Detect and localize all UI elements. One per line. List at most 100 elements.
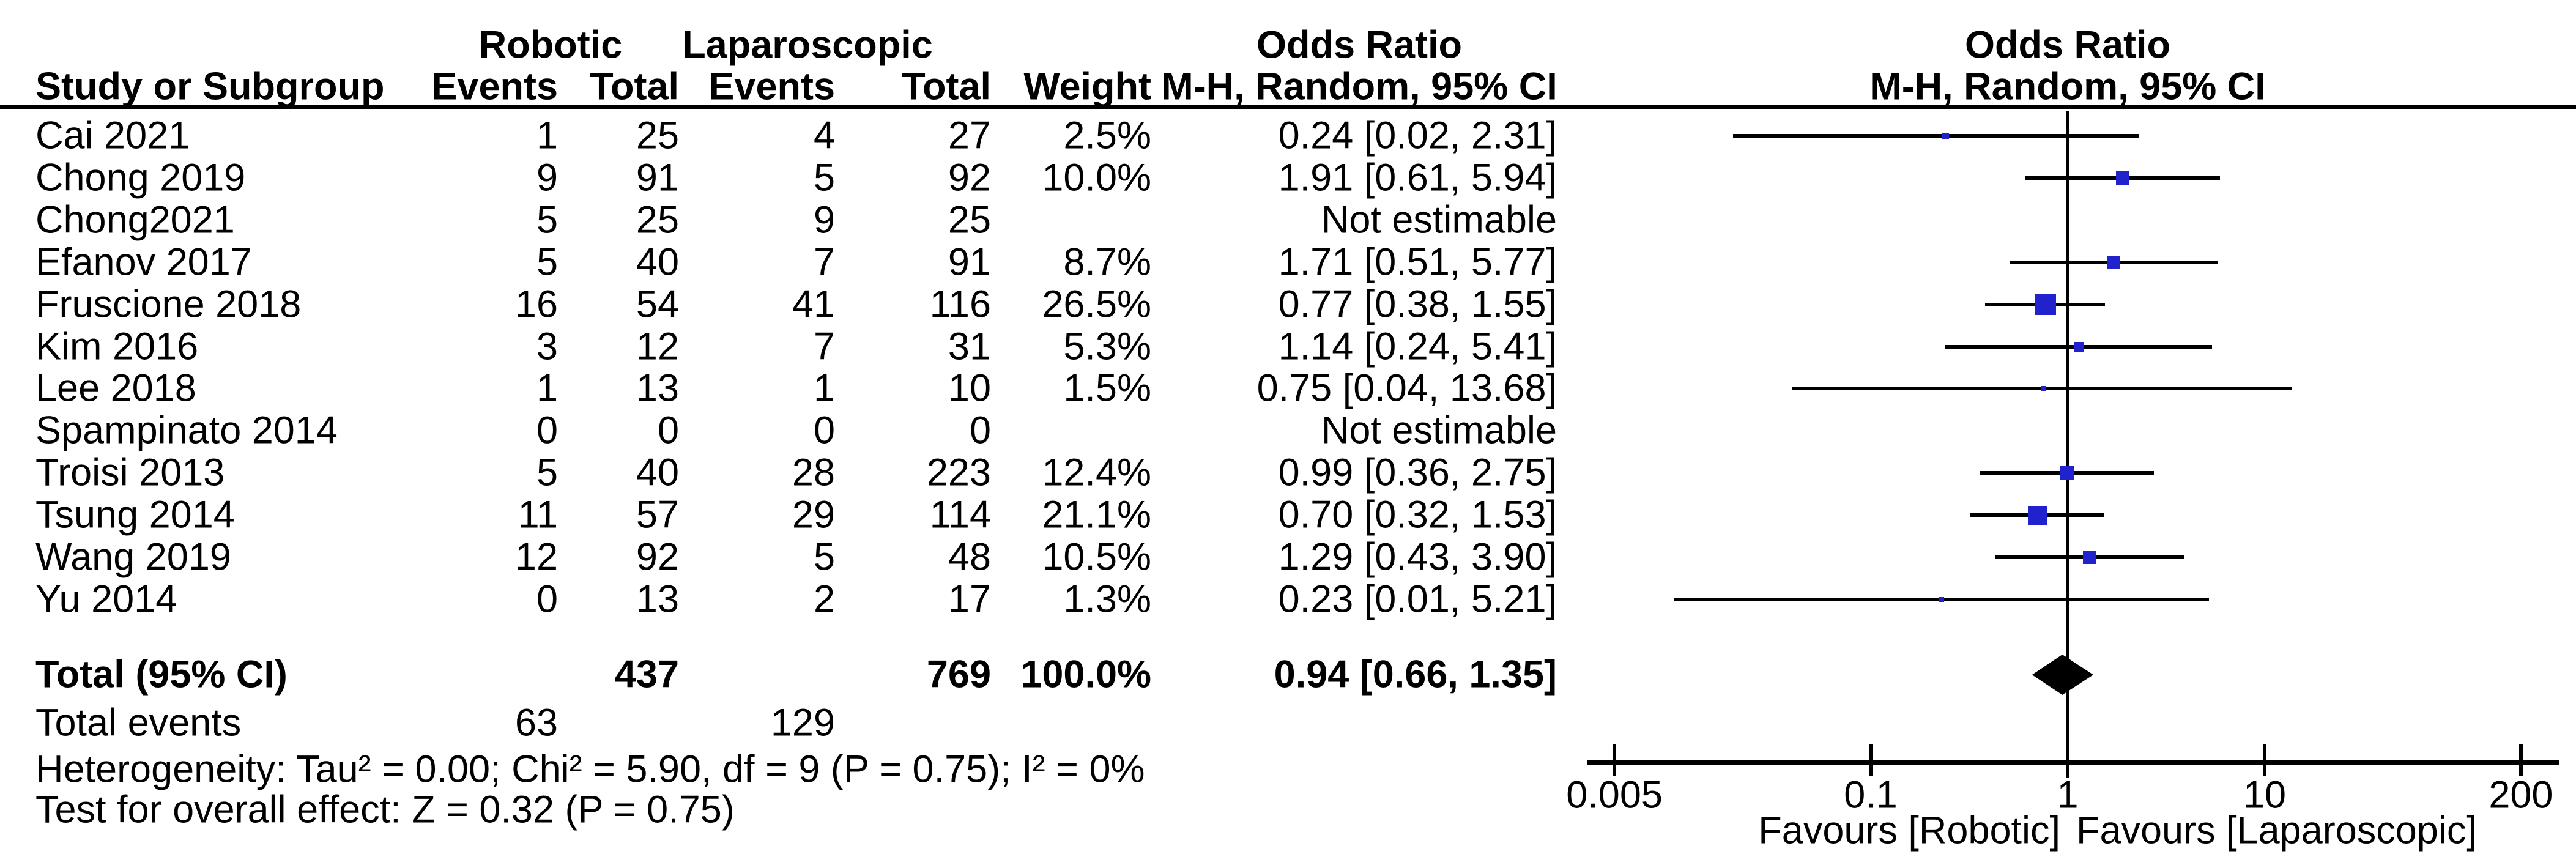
laparoscopic-events-value: 7 [813,240,835,284]
effect-square [2040,386,2046,392]
effect-square [2116,171,2130,185]
laparoscopic-total-value: 91 [948,240,991,284]
ci-text: 1.29 [0.43, 3.90] [1278,535,1557,579]
axis-tick [2518,744,2523,776]
robotic-total-value: 40 [636,451,679,494]
study-name: Wang 2019 [35,535,231,579]
weight-value: 1.3% [1063,577,1151,621]
weight-value: 10.5% [1042,535,1151,579]
robotic-total-value: 92 [636,535,679,579]
robotic-total-value: 57 [636,493,679,536]
heterogeneity-text: Heterogeneity: Tau² = 0.00; Chi² = 5.90,… [35,748,1145,791]
laparoscopic-total-value: 48 [948,535,991,579]
laparoscopic-events-value: 4 [813,114,835,157]
overall-effect-text: Test for overall effect: Z = 0.32 (P = 0… [35,788,735,831]
x-axis-line [1587,760,2559,765]
laparoscopic-events-value: 29 [792,493,835,536]
odds-ratio-plot-method-header: M-H, Random, 95% CI [1869,65,2266,108]
odds-ratio-plot-title: Odds Ratio [1964,23,2171,67]
laparoscopic-total-value: 116 [929,283,991,326]
robotic-total-value: 13 [636,577,679,621]
robotic-events-value: 11 [518,493,558,536]
total-events-label: Total events [35,701,242,744]
laparoscopic-total-value: 17 [948,577,991,621]
effect-square [2082,551,2096,564]
study-name: Spampinato 2014 [35,409,338,452]
laparoscopic-events-value: 0 [813,409,835,452]
effect-square [2034,294,2056,316]
favours-left-label: Favours [Robotic] [1758,809,2060,852]
robotic-total-header: Total [590,65,679,108]
laparoscopic-events-value: 5 [813,156,835,199]
effect-square [1942,132,1949,139]
study-name: Troisi 2013 [35,451,225,494]
weight-value: 5.3% [1063,325,1151,368]
ci-text: 1.14 [0.24, 5.41] [1278,325,1557,368]
laparoscopic-total-value: 25 [948,198,991,242]
axis-tick-label: 1 [2057,773,2079,817]
laparoscopic-events-value: 1 [813,366,835,410]
study-name: Fruscione 2018 [35,283,302,326]
ci-text: 0.70 [0.32, 1.53] [1278,493,1557,536]
laparoscopic-total-header: Total [902,65,991,108]
axis-tick [2263,744,2266,776]
axis-tick-label: 0.1 [1844,773,1898,817]
study-name: Chong2021 [35,198,235,242]
odds-ratio-method-header: M-H, Random, 95% CI [1161,65,1557,108]
total-diamond [2032,655,2093,695]
total-weight: 100.0% [1020,653,1151,696]
robotic-total-value: 12 [636,325,679,368]
robotic-events-header: Events [431,65,558,108]
robotic-events-value: 12 [514,535,558,579]
laparoscopic-total-value: 31 [948,325,991,368]
effect-square [2027,505,2047,525]
robotic-events-value: 0 [536,409,558,452]
weight-value: 21.1% [1042,493,1151,536]
laparoscopic-total-value: 92 [948,156,991,199]
robotic-total-value: 25 [636,198,679,242]
study-name: Lee 2018 [35,366,196,410]
robotic-events-value: 5 [536,451,558,494]
group2-header: Laparoscopic [682,23,933,67]
weight-value: 10.0% [1042,156,1151,199]
study-name: Kim 2016 [35,325,199,368]
ci-text: 1.71 [0.51, 5.77] [1278,240,1557,284]
null-effect-line [2066,111,2069,778]
robotic-events-value: 0 [536,577,558,621]
robotic-events-value: 16 [514,283,558,326]
total-ci-text: 0.94 [0.66, 1.35] [1274,653,1557,696]
favours-right-label: Favours [Laparoscopic] [2076,809,2477,852]
axis-tick-label: 0.005 [1566,773,1663,817]
total-robotic-total: 437 [614,653,679,696]
ci-text: 0.77 [0.38, 1.55] [1278,283,1557,326]
weight-value: 12.4% [1042,451,1151,494]
laparoscopic-total-value: 10 [948,366,991,410]
ci-text: 0.99 [0.36, 2.75] [1278,451,1557,494]
laparoscopic-total-value: 114 [929,493,991,536]
group1-header: Robotic [478,23,623,67]
ci-text: Not estimable [1321,409,1557,452]
ci-text: 0.75 [0.04, 13.68] [1256,366,1557,410]
robotic-total-value: 13 [636,366,679,410]
laparoscopic-events-value: 28 [792,451,835,494]
header-rule [0,105,2576,109]
laparoscopic-events-value: 41 [792,283,835,326]
robotic-events-value: 3 [536,325,558,368]
laparoscopic-events-value: 2 [813,577,835,621]
total-events-robotic: 63 [514,701,558,744]
robotic-events-value: 5 [536,198,558,242]
laparoscopic-events-value: 9 [813,198,835,242]
effect-square [1939,596,1945,602]
laparoscopic-total-value: 223 [926,451,991,494]
ci-line [1732,134,2140,138]
effect-square [2074,341,2084,352]
laparoscopic-total-value: 27 [948,114,991,157]
axis-tick-label: 10 [2243,773,2287,817]
ci-text: 0.23 [0.01, 5.21] [1278,577,1557,621]
study-name: Chong 2019 [35,156,246,199]
robotic-events-value: 9 [536,156,558,199]
effect-square [2107,256,2120,269]
axis-tick-label: 200 [2489,773,2553,817]
weight-value: 2.5% [1063,114,1151,157]
